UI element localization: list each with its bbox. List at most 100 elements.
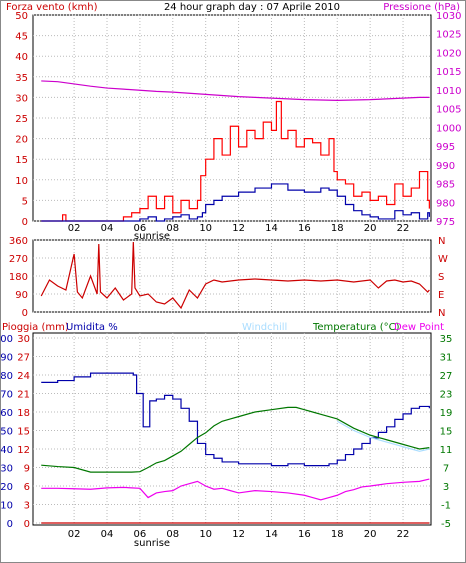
rain-tick-label: 40 bbox=[0, 445, 13, 456]
temperature-tick-label: -1 bbox=[441, 501, 451, 512]
chart-title: 24 hour graph day : 07 Aprile 2010 bbox=[164, 2, 340, 13]
pressure-tick-label: 975 bbox=[436, 217, 455, 228]
temperature-tick-label: 3 bbox=[443, 482, 449, 493]
humidity-ticks: 0 3 6 9 12 15 18 21 24 27 30 bbox=[17, 334, 30, 530]
rain-tick-label: 30 bbox=[0, 464, 13, 475]
hour-tick-label: 14 bbox=[265, 529, 278, 540]
hour-tick-label: 10 bbox=[199, 223, 212, 234]
wind-series bbox=[41, 80, 430, 222]
pressure-tick-label: 985 bbox=[436, 180, 455, 191]
pressure-ticks: 975 980 985 990 995 1000 1005 1010 1015 1020 1025 1… bbox=[436, 11, 461, 228]
pressure-tick-label: 1025 bbox=[436, 30, 461, 41]
temperature-ticks: -5 -1 3 7 11 15 19 23 27 31 35 bbox=[440, 334, 453, 530]
humidity-tick-label: 21 bbox=[17, 390, 30, 401]
pressure-tick-label: 1010 bbox=[436, 86, 461, 97]
compass-tick-label: W bbox=[438, 254, 448, 265]
hour-tick-label: 18 bbox=[331, 223, 344, 234]
pressure-tick-label: 1000 bbox=[436, 123, 461, 134]
series-line-2 bbox=[41, 183, 430, 222]
pressure-tick-label: 1005 bbox=[436, 105, 461, 116]
hour-tick-label: 04 bbox=[101, 529, 114, 540]
series-line-0 bbox=[41, 80, 430, 101]
sunrise-label: sunrise bbox=[134, 231, 170, 242]
rain-tick-label: 90 bbox=[0, 353, 13, 364]
compass-tick-label: E bbox=[438, 290, 444, 301]
hour-ticks-top: 02 04 06 08 10 12 14 16 18 20 22 bbox=[68, 223, 410, 234]
temperature-tick-label: 23 bbox=[440, 390, 453, 401]
pressure-axis-label: Pressione (hPa) bbox=[383, 2, 460, 13]
wind-axis-label: Forza vento (kmh) bbox=[6, 2, 98, 13]
temperature-panel-line-3 bbox=[41, 478, 430, 501]
rain-tick-label: 10 bbox=[0, 501, 13, 512]
rain-tick-label: 80 bbox=[0, 371, 13, 382]
direction-degree-ticks: 0 90 180 270 360 bbox=[9, 236, 28, 319]
hour-tick-label: 14 bbox=[265, 223, 278, 234]
pressure-tick-label: 980 bbox=[436, 198, 455, 209]
degree-tick-label: 270 bbox=[9, 254, 28, 265]
humidity-tick-label: 12 bbox=[17, 445, 30, 456]
wind-tick-label: 5 bbox=[22, 196, 28, 207]
temperature-panel-line-1 bbox=[41, 406, 430, 473]
temperature-axis-label: Temperatura (°C) bbox=[312, 322, 400, 333]
rain-tick-label: 100 bbox=[0, 334, 13, 345]
temperature-gridlines bbox=[33, 333, 431, 525]
wind-tick-label: 35 bbox=[15, 73, 28, 84]
pressure-tick-label: 1020 bbox=[436, 48, 461, 59]
hour-tick-label: 02 bbox=[68, 529, 81, 540]
temperature-panel-line-0 bbox=[41, 372, 430, 467]
hour-tick-label: 02 bbox=[68, 223, 81, 234]
degree-tick-label: 360 bbox=[9, 236, 28, 247]
wind-pressure-panel: Forza vento (kmh) 24 hour graph day : 07… bbox=[6, 2, 461, 242]
direction-line-0 bbox=[40, 241, 430, 310]
windchill-label: Windchill bbox=[242, 322, 287, 333]
temperature-plot-frame bbox=[32, 332, 432, 526]
hour-tick-label: 04 bbox=[101, 223, 114, 234]
pressure-tick-label: 1015 bbox=[436, 67, 461, 78]
temperature-series bbox=[41, 372, 430, 524]
wind-tick-label: 40 bbox=[15, 52, 28, 63]
temperature-tick-label: 11 bbox=[440, 445, 453, 456]
temperature-tick-label: 35 bbox=[440, 334, 453, 345]
humidity-tick-label: 6 bbox=[24, 482, 30, 493]
pressure-tick-label: 1030 bbox=[436, 11, 461, 22]
pressure-tick-label: 995 bbox=[436, 142, 455, 153]
hour-tick-label: 10 bbox=[199, 529, 212, 540]
temperature-tick-label: -5 bbox=[441, 519, 451, 530]
pressure-tick-label: 990 bbox=[436, 161, 455, 172]
temperature-tick-label: 19 bbox=[440, 408, 453, 419]
hour-tick-label: 12 bbox=[232, 223, 245, 234]
temperature-tick-label: 27 bbox=[440, 371, 453, 382]
humidity-tick-label: 27 bbox=[17, 353, 30, 364]
hour-tick-label: 06 bbox=[134, 223, 147, 234]
wind-tick-label: 50 bbox=[15, 11, 28, 22]
hour-ticks-bottom: 02 04 06 08 10 12 14 16 18 20 22 bbox=[68, 529, 410, 540]
rain-axis-label: Pioggia (mm) bbox=[2, 322, 69, 333]
degree-tick-label: 90 bbox=[15, 290, 28, 301]
degree-tick-label: 0 bbox=[22, 308, 28, 319]
wind-tick-label: 30 bbox=[15, 93, 28, 104]
hour-tick-label: 06 bbox=[134, 529, 147, 540]
temperature-panel-line-2 bbox=[336, 420, 430, 452]
direction-gridlines bbox=[33, 239, 431, 313]
hour-tick-label: 12 bbox=[232, 529, 245, 540]
hour-tick-label: 08 bbox=[166, 223, 179, 234]
hour-tick-label: 18 bbox=[331, 529, 344, 540]
wind-tick-label: 15 bbox=[15, 155, 28, 166]
hour-tick-label: 08 bbox=[166, 529, 179, 540]
rain-ticks: 0 10 20 30 40 50 60 70 80 90 100 bbox=[0, 334, 13, 530]
temperature-tick-label: 7 bbox=[443, 464, 449, 475]
rain-tick-label: 20 bbox=[0, 482, 13, 493]
wind-tick-label: 45 bbox=[15, 32, 28, 43]
wind-tick-label: 20 bbox=[15, 135, 28, 146]
compass-tick-label: N bbox=[438, 308, 445, 319]
wind-tick-label: 0 bbox=[22, 217, 28, 228]
hour-tick-label: 22 bbox=[397, 223, 410, 234]
wind-tick-label: 10 bbox=[15, 176, 28, 187]
hour-tick-label: 20 bbox=[364, 223, 377, 234]
compass-tick-label: S bbox=[438, 272, 444, 283]
wind-tick-label: 25 bbox=[15, 114, 28, 125]
